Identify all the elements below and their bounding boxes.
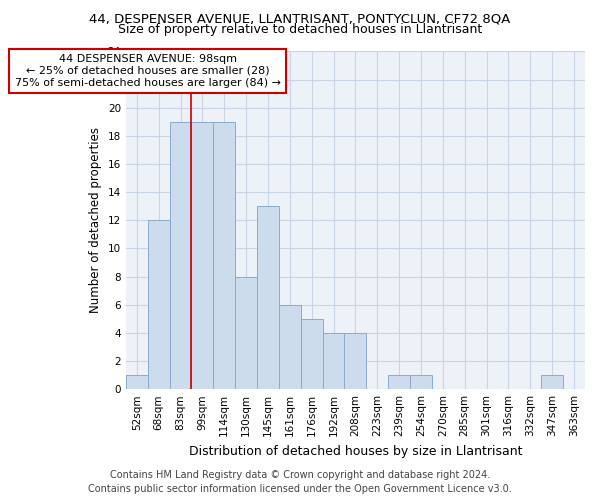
Y-axis label: Number of detached properties: Number of detached properties xyxy=(89,128,102,314)
Bar xyxy=(235,276,257,389)
Text: 44, DESPENSER AVENUE, LLANTRISANT, PONTYCLUN, CF72 8QA: 44, DESPENSER AVENUE, LLANTRISANT, PONTY… xyxy=(89,12,511,26)
Text: Size of property relative to detached houses in Llantrisant: Size of property relative to detached ho… xyxy=(118,22,482,36)
Text: 44 DESPENSER AVENUE: 98sqm
← 25% of detached houses are smaller (28)
75% of semi: 44 DESPENSER AVENUE: 98sqm ← 25% of deta… xyxy=(15,54,281,88)
Bar xyxy=(388,375,410,389)
Bar xyxy=(257,206,279,389)
Bar xyxy=(279,305,301,389)
Bar xyxy=(344,333,367,389)
Bar xyxy=(126,375,148,389)
Bar xyxy=(170,122,191,389)
Bar xyxy=(323,333,344,389)
Bar xyxy=(410,375,432,389)
Text: Contains HM Land Registry data © Crown copyright and database right 2024.
Contai: Contains HM Land Registry data © Crown c… xyxy=(88,470,512,494)
X-axis label: Distribution of detached houses by size in Llantrisant: Distribution of detached houses by size … xyxy=(188,444,522,458)
Bar xyxy=(541,375,563,389)
Bar xyxy=(148,220,170,389)
Bar xyxy=(191,122,214,389)
Bar xyxy=(214,122,235,389)
Bar xyxy=(301,319,323,389)
